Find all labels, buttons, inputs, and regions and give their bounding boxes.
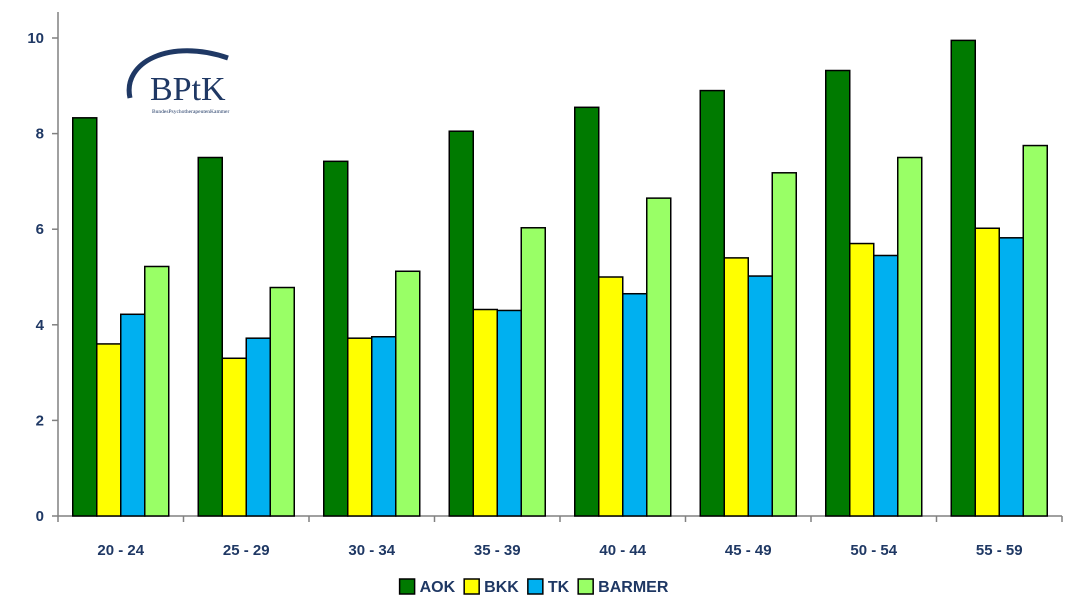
bar-bkk xyxy=(347,337,373,517)
logo-swoosh xyxy=(126,48,229,99)
x-tick-label: 55 - 59 xyxy=(976,542,1023,559)
legend-swatch xyxy=(398,578,416,595)
y-tick-labels: 0 2 4 6 8 10 xyxy=(27,30,44,525)
bar-bkk xyxy=(974,227,1000,517)
bar-aok xyxy=(197,156,223,517)
bar-tk xyxy=(496,309,522,517)
legend-item-tk: TK xyxy=(527,578,570,596)
bars xyxy=(72,39,1048,517)
y-tick-label: 6 xyxy=(36,221,44,238)
x-tick-label: 45 - 49 xyxy=(725,542,772,559)
bar-tk xyxy=(747,275,773,517)
bar-tk xyxy=(371,336,397,517)
bar-barmer xyxy=(144,265,170,517)
legend-label: TK xyxy=(548,579,570,596)
bar-bkk xyxy=(221,357,247,517)
x-tick-label: 30 - 34 xyxy=(348,542,395,559)
bar-bkk xyxy=(849,242,875,517)
legend-swatch xyxy=(577,578,594,595)
bar-aok xyxy=(574,106,600,517)
bar-barmer xyxy=(646,197,672,517)
legend: AOK BKK TK BARMER xyxy=(398,578,669,596)
y-tick-label: 10 xyxy=(27,30,44,47)
bar-barmer xyxy=(771,172,797,517)
x-tick-label: 40 - 44 xyxy=(599,542,646,559)
bar-tk xyxy=(873,254,899,517)
legend-label: BKK xyxy=(484,579,519,596)
logo-subtext: BundesPsychotherapeutenKammer xyxy=(152,109,229,115)
bar-barmer xyxy=(269,286,295,517)
legend-item-barmer: BARMER xyxy=(577,578,669,596)
legend-label: BARMER xyxy=(598,579,669,596)
legend-item-aok: AOK xyxy=(398,578,456,596)
legend-swatch xyxy=(463,578,480,595)
bar-tk xyxy=(245,337,271,517)
bar-aok xyxy=(825,69,851,517)
bar-barmer xyxy=(395,270,421,517)
legend-swatch xyxy=(527,578,544,595)
x-tick-labels: 20 - 24 25 - 29 30 - 34 35 - 39 40 - 44 45 - … xyxy=(97,542,1022,559)
x-tick-label: 20 - 24 xyxy=(97,542,144,559)
y-tick-label: 2 xyxy=(36,412,44,429)
bar-tk xyxy=(120,313,146,517)
bar-aok xyxy=(699,89,725,517)
x-tick-label: 35 - 39 xyxy=(474,542,521,559)
bar-bkk xyxy=(472,308,498,517)
bptk-logo: BPtK BundesPsychotherapeutenKammer xyxy=(126,48,229,115)
x-tick-label: 25 - 29 xyxy=(223,542,270,559)
x-tick-label: 50 - 54 xyxy=(850,542,897,559)
bar-aok xyxy=(950,39,976,517)
bar-bkk xyxy=(723,257,749,517)
bar-tk xyxy=(622,292,648,517)
legend-label: AOK xyxy=(420,579,456,596)
logo-text: BPtK xyxy=(150,71,226,108)
bar-aok xyxy=(323,160,349,517)
bar-barmer xyxy=(1022,144,1048,517)
y-tick-label: 0 xyxy=(36,508,44,525)
bar-bkk xyxy=(96,343,122,517)
bar-barmer xyxy=(520,227,546,517)
bar-aok xyxy=(448,130,474,517)
y-tick-label: 4 xyxy=(36,317,45,334)
legend-item-bkk: BKK xyxy=(463,578,519,596)
bar-aok xyxy=(72,117,98,517)
bar-tk xyxy=(998,237,1024,517)
y-tick-label: 8 xyxy=(36,126,44,143)
bar-bkk xyxy=(598,276,624,517)
bar-barmer xyxy=(897,156,923,517)
